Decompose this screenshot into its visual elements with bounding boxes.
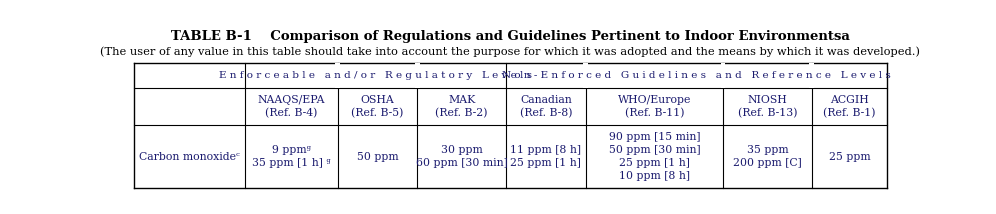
Text: (The user of any value in this table should take into account the purpose for wh: (The user of any value in this table sho…	[101, 46, 920, 57]
Text: 25 ppm: 25 ppm	[829, 152, 871, 162]
Text: 35 ppm
200 ppm [C]: 35 ppm 200 ppm [C]	[733, 145, 802, 168]
Text: MAK
(Ref. B-2): MAK (Ref. B-2)	[435, 95, 488, 118]
Text: N o n - E n f o r c e d   G u i d e l i n e s   a n d   R e f e r e n c e   L e : N o n - E n f o r c e d G u i d e l i n …	[502, 71, 891, 80]
Bar	[721, 63, 725, 88]
Text: NIOSH
(Ref. B-13): NIOSH (Ref. B-13)	[738, 95, 797, 118]
Text: TABLE B-1    Comparison of Regulations and Guidelines Pertinent to Indoor Enviro: TABLE B-1 Comparison of Regulations and …	[171, 30, 850, 43]
Text: WHO/Europe
(Ref. B-11): WHO/Europe (Ref. B-11)	[618, 95, 691, 118]
Text: E n f o r c e a b l e   a n d / o r   R e g u l a t o r y   L e v e l s: E n f o r c e a b l e a n d / o r R e g …	[219, 71, 532, 80]
Bar	[415, 63, 419, 88]
Text: NAAQS/EPA
(Ref. B-4): NAAQS/EPA (Ref. B-4)	[257, 95, 325, 118]
Text: 90 ppm [15 min]
50 ppm [30 min]
25 ppm [1 h]
10 ppm [8 h]: 90 ppm [15 min] 50 ppm [30 min] 25 ppm […	[609, 132, 700, 181]
Text: 11 ppm [8 h]
25 ppm [1 h]: 11 ppm [8 h] 25 ppm [1 h]	[510, 145, 582, 168]
Text: 9 ppmᵍ
35 ppm [1 h] ᵍ: 9 ppmᵍ 35 ppm [1 h] ᵍ	[252, 145, 331, 168]
Bar	[584, 63, 588, 88]
Text: Carbon monoxideᶜ: Carbon monoxideᶜ	[138, 152, 239, 162]
Text: 50 ppm: 50 ppm	[357, 152, 398, 162]
Text: 30 ppm
60 ppm [30 min]: 30 ppm 60 ppm [30 min]	[415, 145, 508, 168]
Bar	[810, 63, 814, 88]
Text: Canadian
(Ref. B-8): Canadian (Ref. B-8)	[520, 95, 572, 118]
Text: ACGIH
(Ref. B-1): ACGIH (Ref. B-1)	[824, 95, 875, 118]
Bar	[336, 63, 340, 88]
Text: OSHA
(Ref. B-5): OSHA (Ref. B-5)	[352, 95, 403, 118]
